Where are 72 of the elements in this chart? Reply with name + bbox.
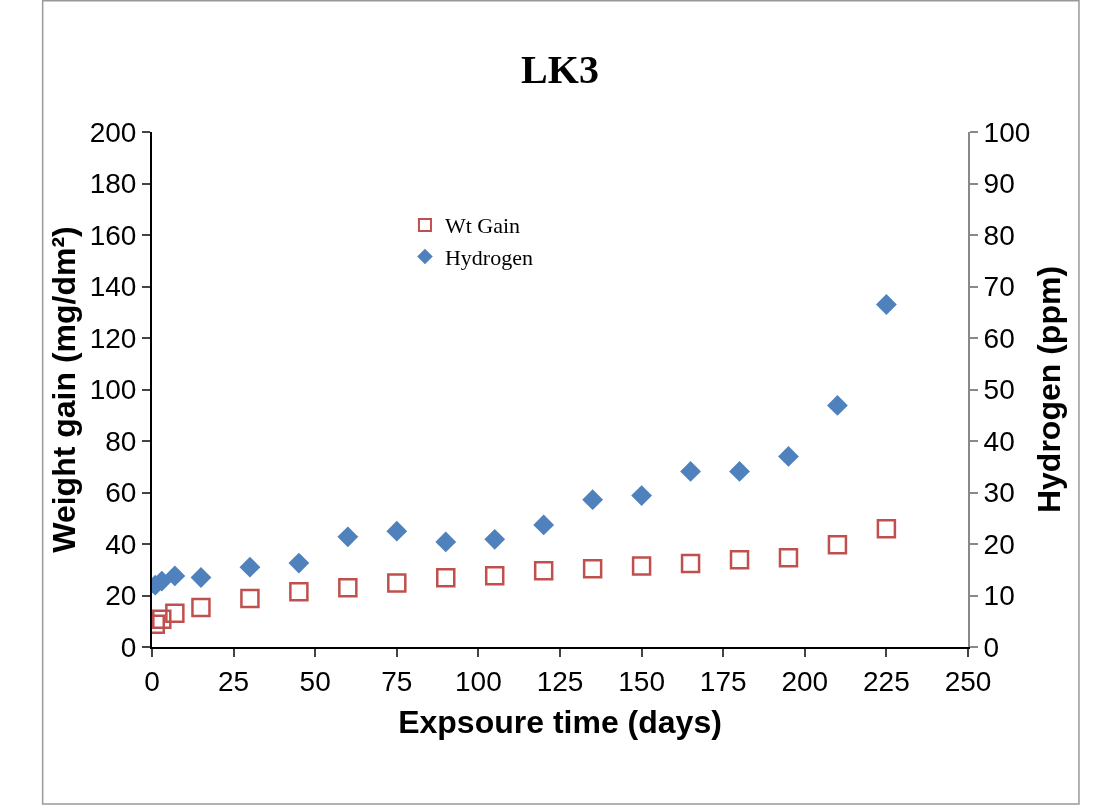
- point: [435, 531, 457, 553]
- x-tick-label: 125: [536, 665, 584, 697]
- y-tick-label: 80: [105, 425, 137, 457]
- y-tick-label: 100: [89, 374, 137, 406]
- x-tick-label: 25: [218, 665, 250, 697]
- x-tick-label: 200: [781, 665, 829, 697]
- point: [190, 567, 212, 588]
- point: [876, 294, 897, 315]
- y2-tick-label: 0: [983, 631, 1000, 663]
- point: [436, 567, 456, 588]
- y-tick-label: 20: [105, 580, 137, 612]
- point: [164, 565, 186, 587]
- point: [152, 609, 172, 629]
- point: [680, 553, 701, 574]
- point: [484, 565, 505, 586]
- y-tick-label: 200: [89, 116, 137, 148]
- y2-tick-label: 90: [983, 168, 1015, 200]
- point: [338, 578, 358, 598]
- point: [680, 460, 701, 482]
- y-tick-label: 160: [89, 219, 137, 251]
- point: [289, 581, 309, 602]
- y-tick-label: 140: [89, 271, 137, 303]
- x-tick-label: 250: [944, 665, 992, 697]
- x-axis-title: Expsoure time (days): [398, 704, 722, 740]
- x-tick-label: 225: [863, 665, 910, 697]
- x-tick-label: 50: [299, 665, 331, 697]
- point: [484, 528, 506, 550]
- x-tick-label: 175: [699, 665, 747, 697]
- y2-axis-title: Hydrogen (ppm): [1030, 265, 1067, 514]
- y-tick-label: 40: [105, 528, 137, 560]
- y-tick-label: 120: [89, 322, 137, 354]
- point: [778, 547, 799, 568]
- y2-tick-label: 10: [983, 580, 1015, 612]
- point: [165, 603, 185, 624]
- y-tick-label: 60: [105, 477, 137, 509]
- point: [876, 519, 897, 539]
- y-tick-label: 0: [120, 631, 137, 663]
- y2-tick-label: 50: [983, 374, 1015, 406]
- y2-tick-label: 100: [983, 116, 1031, 148]
- point: [533, 514, 555, 536]
- point: [729, 549, 750, 570]
- y2-tick-label: 80: [983, 219, 1015, 251]
- y-tick-label: 180: [89, 168, 137, 200]
- point: [533, 561, 554, 581]
- y2-tick-label: 70: [983, 271, 1015, 303]
- point: [582, 558, 603, 579]
- point: [827, 395, 848, 416]
- point: [337, 526, 359, 548]
- legend-label: Hydrogen: [444, 245, 533, 271]
- point: [288, 552, 310, 574]
- point: [386, 520, 408, 542]
- point: [729, 460, 750, 482]
- y2-tick-label: 40: [983, 425, 1015, 457]
- x-tick-label: 100: [455, 665, 502, 697]
- x-tick-label: 75: [381, 665, 413, 697]
- y2-tick-label: 30: [983, 477, 1015, 509]
- point: [631, 485, 652, 506]
- x-tick-label: 150: [618, 665, 665, 697]
- point: [239, 556, 261, 578]
- point: [778, 446, 799, 467]
- point: [240, 588, 260, 609]
- y2-tick-label: 20: [983, 528, 1015, 560]
- point: [582, 489, 604, 511]
- point: [827, 535, 848, 555]
- point: [631, 556, 652, 576]
- x-tick-label: 0: [144, 665, 160, 697]
- y-axis-title: Weight gain (mg/dm²): [46, 226, 83, 553]
- chart-title: LK3: [521, 46, 599, 92]
- legend-label: Wt Gain: [444, 213, 521, 239]
- y2-tick-label: 60: [983, 322, 1015, 354]
- point: [191, 597, 211, 618]
- point: [387, 573, 407, 593]
